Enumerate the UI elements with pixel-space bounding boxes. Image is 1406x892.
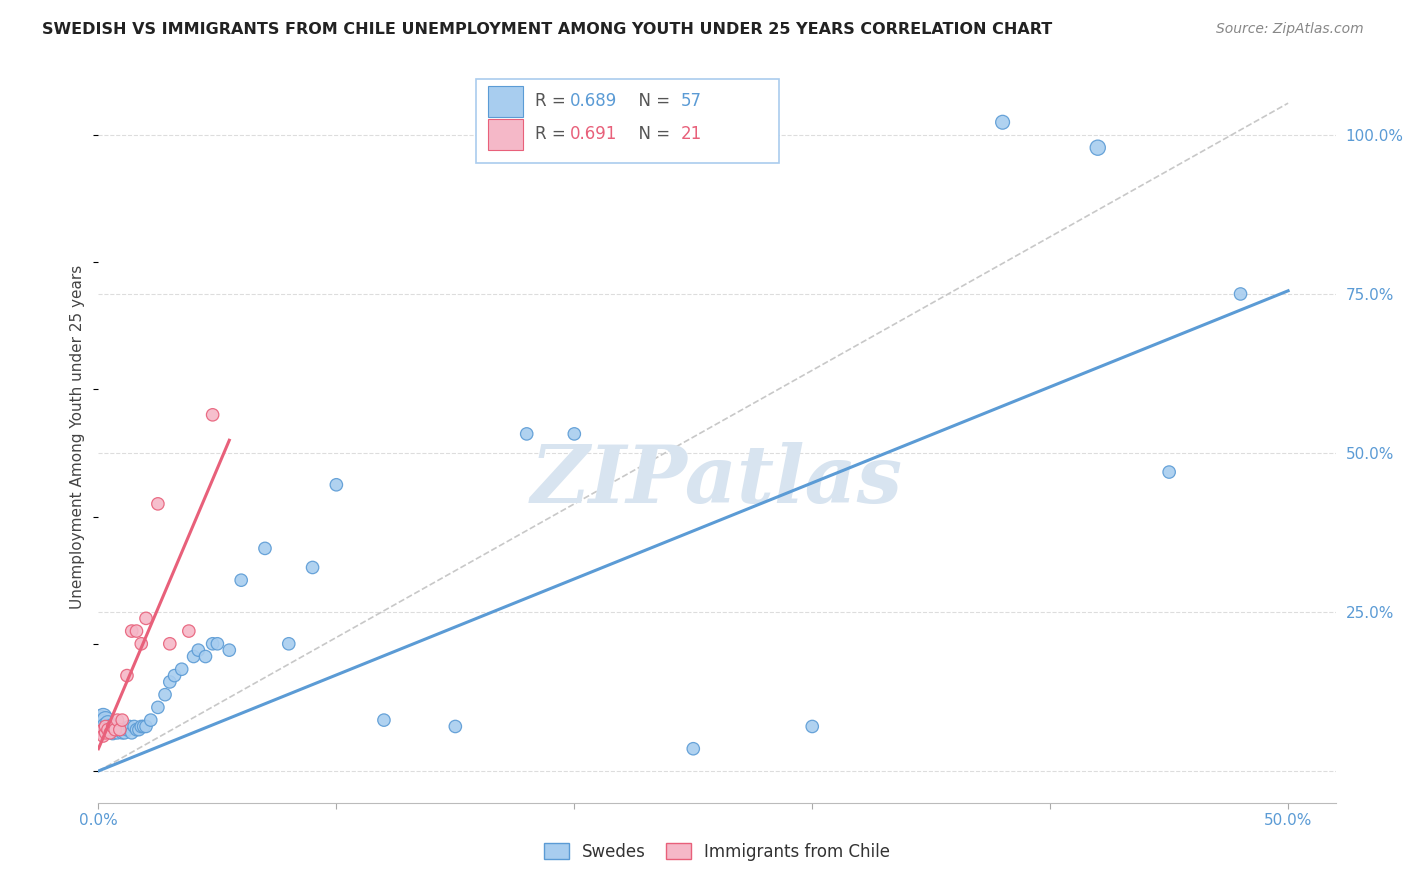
Point [94, 726, 117, 740]
Point [801, 719, 824, 733]
Point [91, 716, 114, 731]
Point [132, 719, 155, 733]
Point [253, 541, 276, 556]
Point [97, 723, 120, 737]
Point [991, 115, 1014, 129]
Point [129, 637, 152, 651]
Point [201, 408, 224, 422]
Point [159, 675, 181, 690]
Point [90, 713, 112, 727]
Point [122, 719, 145, 733]
Point [107, 713, 129, 727]
Point [101, 726, 124, 740]
Text: SWEDISH VS IMMIGRANTS FROM CHILE UNEMPLOYMENT AMONG YOUTH UNDER 25 YEARS CORRELA: SWEDISH VS IMMIGRANTS FROM CHILE UNEMPLO… [42, 22, 1053, 37]
Point [125, 624, 148, 638]
Point [231, 573, 253, 587]
FancyBboxPatch shape [488, 119, 523, 150]
Point [187, 643, 209, 657]
Point [1229, 287, 1251, 301]
Point [121, 726, 143, 740]
Point [90, 726, 112, 740]
Point [325, 477, 347, 491]
Point [218, 643, 240, 657]
Point [108, 723, 131, 737]
Point [277, 637, 299, 651]
Point [121, 624, 143, 638]
Point [135, 611, 157, 625]
Point [91, 710, 114, 724]
Text: N =: N = [628, 125, 675, 144]
Point [163, 668, 186, 682]
Text: N =: N = [628, 93, 675, 111]
Point [111, 713, 134, 727]
Point [444, 719, 467, 733]
Point [125, 723, 148, 737]
Text: 21: 21 [681, 125, 703, 144]
Point [91, 729, 114, 743]
Point [104, 723, 127, 737]
Point [94, 713, 117, 727]
Point [139, 713, 162, 727]
Point [301, 560, 323, 574]
Text: R =: R = [536, 93, 571, 111]
Point [170, 662, 193, 676]
Point [562, 426, 585, 441]
Point [135, 719, 157, 733]
Point [101, 719, 124, 733]
Point [115, 723, 138, 737]
Point [107, 726, 129, 740]
Text: Source: ZipAtlas.com: Source: ZipAtlas.com [1216, 22, 1364, 37]
Legend: Swedes, Immigrants from Chile: Swedes, Immigrants from Chile [537, 837, 897, 868]
Point [516, 426, 538, 441]
Point [177, 624, 200, 638]
Point [146, 497, 169, 511]
Point [104, 723, 127, 737]
Text: 0.689: 0.689 [569, 93, 617, 111]
Point [373, 713, 395, 727]
Point [98, 723, 121, 737]
Point [115, 668, 138, 682]
Point [146, 700, 169, 714]
Text: 57: 57 [681, 93, 702, 111]
Point [1087, 141, 1109, 155]
Point [108, 719, 131, 733]
Point [153, 688, 176, 702]
Point [111, 726, 134, 740]
FancyBboxPatch shape [475, 78, 779, 162]
Point [91, 723, 114, 737]
Text: ZIPatlas: ZIPatlas [531, 442, 903, 520]
Point [98, 726, 121, 740]
Point [682, 741, 704, 756]
Point [201, 637, 224, 651]
Point [183, 649, 205, 664]
Text: R =: R = [536, 125, 571, 144]
Y-axis label: Unemployment Among Youth under 25 years: Unemployment Among Youth under 25 years [70, 265, 86, 609]
Point [98, 719, 121, 733]
Point [207, 637, 229, 651]
Point [111, 723, 134, 737]
FancyBboxPatch shape [488, 86, 523, 117]
Point [194, 649, 217, 664]
Point [107, 723, 129, 737]
Point [118, 719, 141, 733]
Point [1159, 465, 1181, 479]
Point [101, 719, 124, 733]
Point [94, 719, 117, 733]
Text: 0.691: 0.691 [569, 125, 617, 144]
Point [128, 723, 150, 737]
Point [97, 723, 120, 737]
Point [114, 723, 136, 737]
Point [114, 726, 136, 740]
Point [129, 719, 152, 733]
Point [104, 723, 127, 737]
Point [108, 723, 131, 737]
Point [94, 719, 117, 733]
Point [159, 637, 181, 651]
Point [97, 716, 120, 731]
